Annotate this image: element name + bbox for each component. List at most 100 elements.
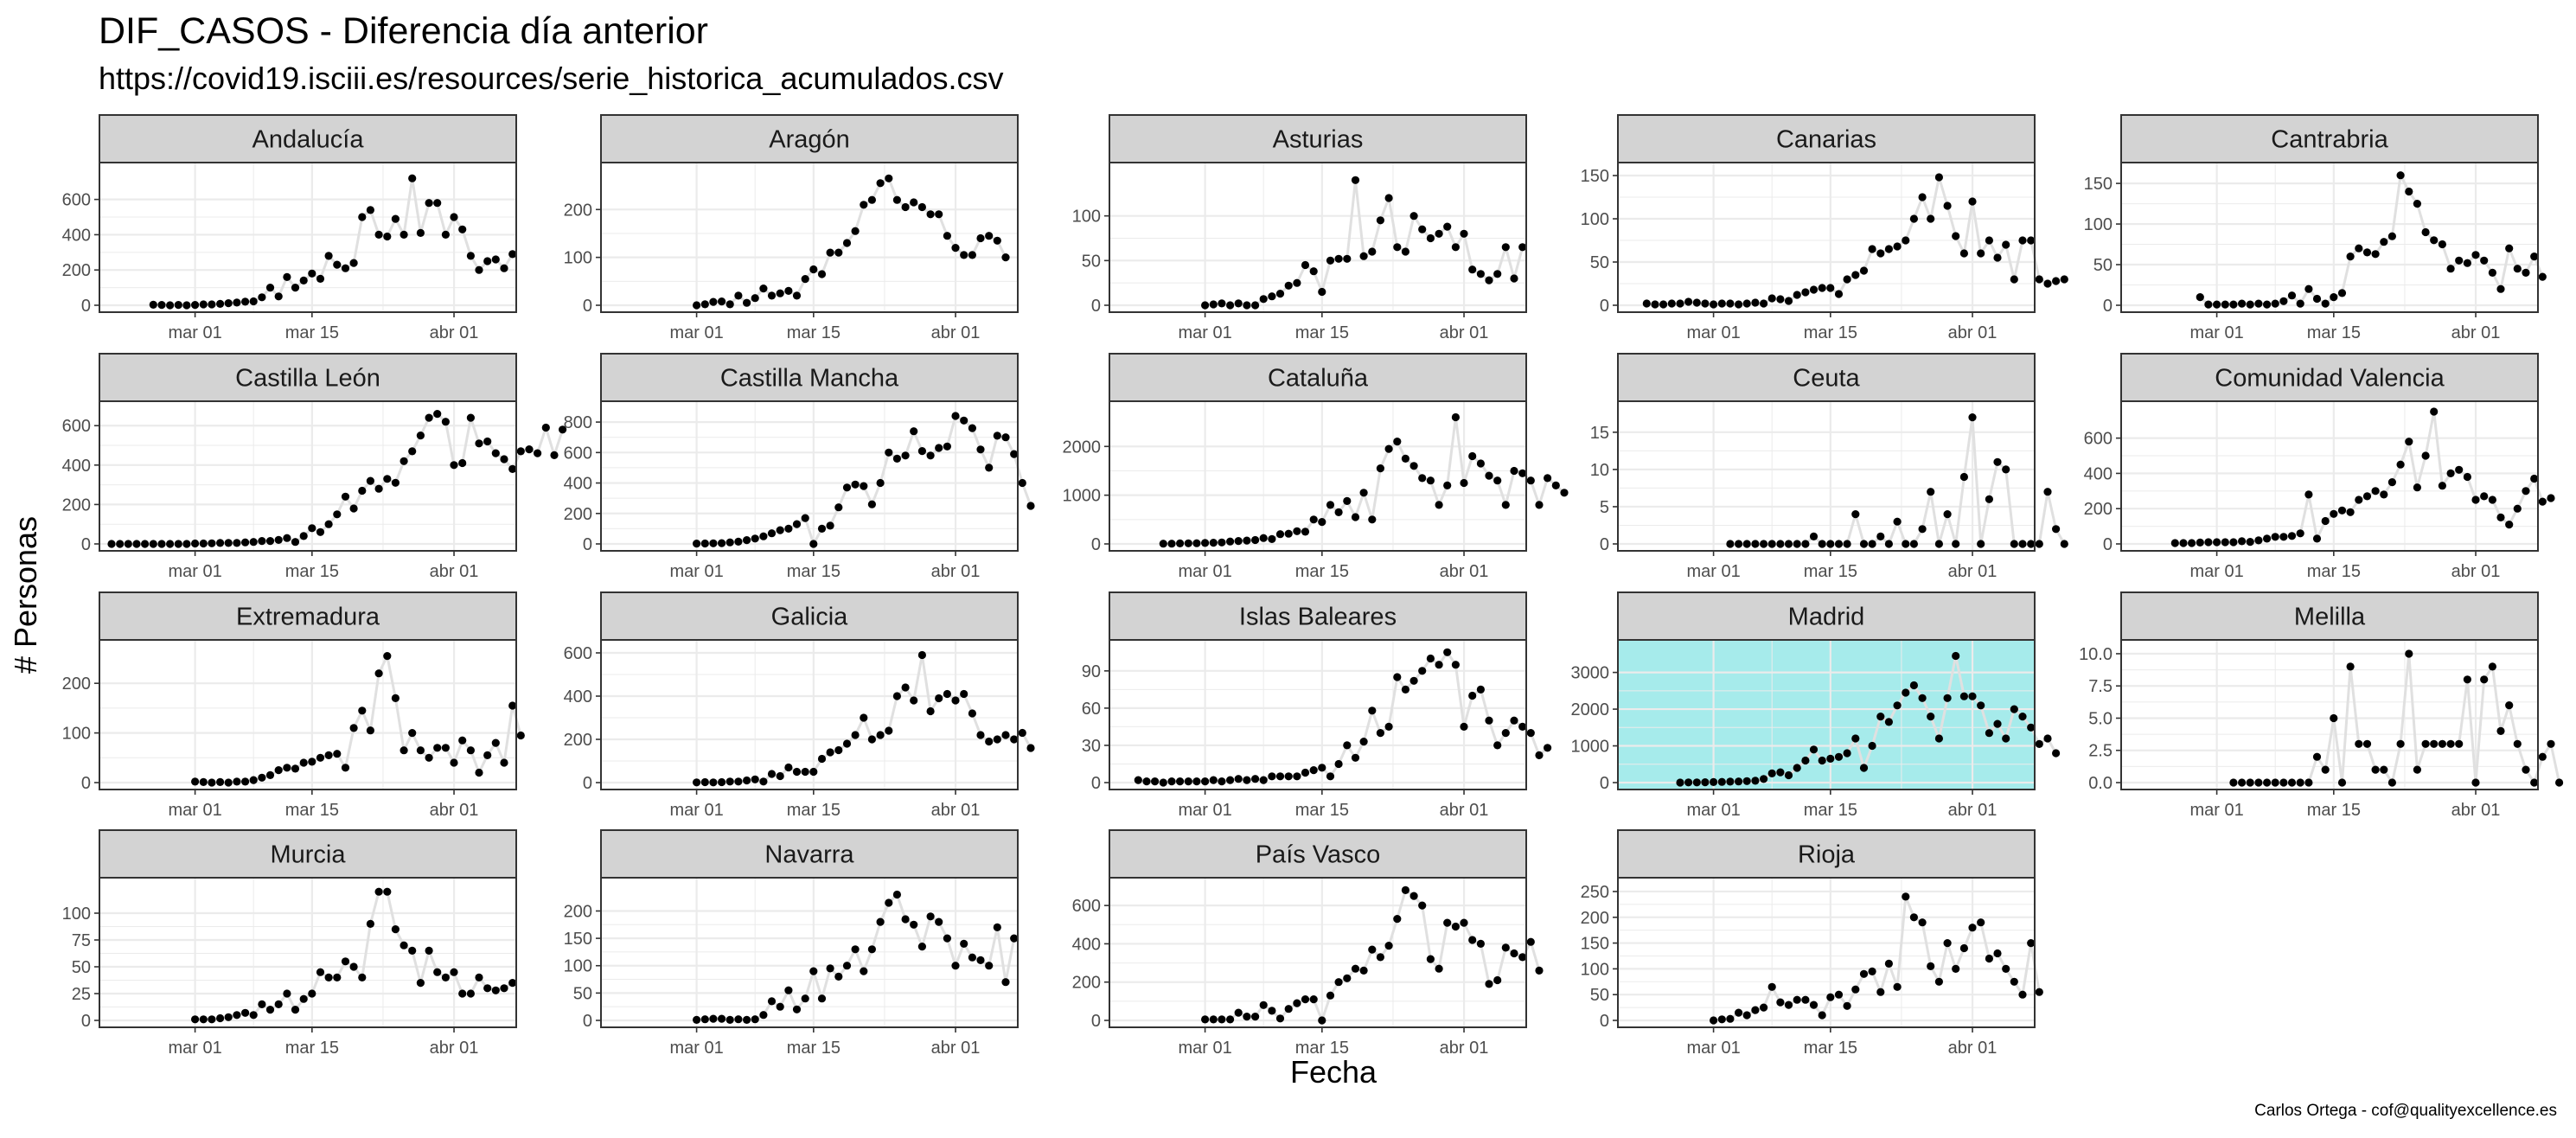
data-point	[124, 540, 132, 548]
data-point	[1201, 1015, 1210, 1024]
data-point	[2513, 739, 2522, 748]
data-point	[2413, 765, 2421, 774]
data-point	[834, 248, 843, 257]
data-point	[1876, 532, 1885, 541]
y-tick-label: 200	[564, 201, 592, 220]
data-point	[1001, 253, 1010, 262]
data-point	[349, 962, 358, 971]
data-point	[1826, 754, 1835, 764]
data-point	[249, 538, 258, 547]
x-tick-label: mar 01	[1686, 801, 1740, 820]
data-point	[734, 1015, 743, 1024]
data-point	[1368, 247, 1377, 256]
data-point	[2002, 734, 2010, 743]
data-point	[1167, 777, 1176, 786]
y-tick-label: 200	[564, 731, 592, 750]
data-point	[366, 726, 374, 735]
data-point	[1309, 267, 1318, 276]
data-point	[1501, 943, 1510, 952]
data-point	[951, 244, 960, 253]
data-point	[1159, 778, 1167, 787]
data-point	[2010, 977, 2018, 986]
data-point	[299, 994, 308, 1003]
data-point	[191, 777, 200, 786]
data-point	[283, 764, 291, 772]
panel-border-pais-vasco	[1109, 877, 1527, 1028]
data-point	[2505, 244, 2514, 253]
data-point	[1451, 412, 1460, 422]
data-point	[1993, 253, 2002, 262]
data-point	[2438, 482, 2446, 490]
data-point	[1993, 457, 2002, 466]
data-point	[2337, 506, 2347, 515]
data-point	[842, 739, 852, 748]
x-tick-label: abr 01	[1948, 323, 1998, 342]
y-tick-label: 1000	[1063, 487, 1102, 506]
data-point	[1510, 274, 1518, 283]
data-point	[2530, 253, 2539, 261]
data-point	[2196, 538, 2204, 547]
data-point	[174, 540, 182, 548]
data-point	[316, 753, 325, 762]
data-point	[718, 297, 726, 306]
data-point	[265, 537, 275, 546]
data-point	[1959, 249, 1968, 258]
data-point	[1701, 778, 1710, 787]
data-point	[458, 989, 467, 998]
data-point	[1843, 749, 1851, 758]
data-point	[993, 923, 1001, 931]
y-tick-label: 600	[1072, 897, 1101, 916]
data-point	[1401, 885, 1409, 894]
data-point	[1018, 728, 1026, 738]
strip-murcia	[99, 829, 517, 879]
data-point	[985, 737, 994, 746]
data-point	[917, 202, 926, 212]
y-tick-label: 0	[1091, 774, 1101, 793]
data-point	[199, 1015, 208, 1024]
y-tick-label: 600	[62, 417, 91, 436]
data-point	[1259, 776, 1268, 784]
y-tick-label: 3000	[1571, 664, 1610, 683]
data-point	[842, 962, 852, 970]
data-point	[233, 539, 241, 547]
data-point	[943, 689, 951, 699]
y-tick-label: 0	[1600, 774, 1609, 793]
y-axis-title: # Personas	[8, 516, 43, 674]
data-point	[1918, 918, 1927, 927]
data-point	[2204, 538, 2213, 547]
data-point	[333, 510, 342, 519]
data-point	[1309, 766, 1318, 775]
data-point	[2513, 504, 2522, 513]
data-point	[1943, 694, 1952, 702]
data-point	[1859, 540, 1869, 548]
y-tick-label: 5.0	[2088, 709, 2113, 728]
data-point	[1426, 233, 1435, 243]
data-point	[425, 946, 433, 955]
data-point	[725, 300, 734, 309]
data-point	[166, 540, 175, 548]
data-point	[534, 449, 542, 457]
data-point	[1284, 281, 1293, 290]
data-point	[491, 738, 500, 747]
data-point	[1226, 301, 1235, 310]
data-point	[1751, 1006, 1760, 1014]
data-point	[826, 248, 834, 257]
data-point	[2271, 778, 2279, 787]
data-point	[767, 997, 777, 1006]
data-point	[2304, 778, 2313, 787]
data-point	[2035, 275, 2043, 284]
panel-bg-murcia	[99, 878, 516, 1027]
data-point	[374, 887, 383, 896]
data-point	[1275, 1014, 1285, 1023]
data-point	[1927, 488, 1935, 496]
data-point	[1376, 216, 1384, 225]
data-point	[2471, 251, 2480, 259]
data-point	[1376, 953, 1384, 962]
data-point	[1426, 654, 1435, 663]
panel-border-extremadura	[99, 639, 517, 790]
data-point	[759, 284, 768, 293]
x-tick-label: mar 01	[168, 562, 221, 581]
data-point	[1710, 300, 1718, 309]
data-point	[483, 257, 492, 265]
data-point	[1251, 1013, 1260, 1021]
